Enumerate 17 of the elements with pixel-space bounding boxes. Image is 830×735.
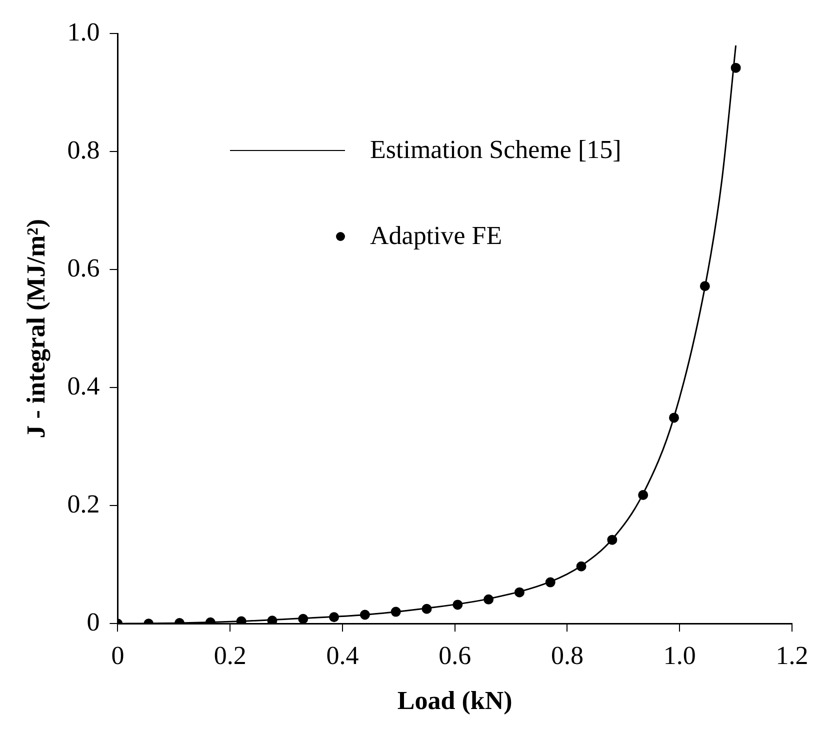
x-tick-label: 0.6: [438, 641, 472, 670]
x-tick-label: 0.4: [326, 641, 359, 670]
legend-label: Estimation Scheme [15]: [370, 135, 622, 165]
y-tick-label: 0: [86, 607, 100, 636]
x-axis-title: Load (kN): [397, 686, 512, 716]
y-tick-label: 0.2: [67, 489, 100, 518]
y-tick-label: 0.8: [67, 135, 100, 164]
x-tick-label: 0.8: [550, 641, 584, 670]
y-tick-label: 0.6: [67, 253, 100, 282]
y-axis-title: J - integral (MJ/m²): [21, 218, 50, 438]
y-tick-label: 1.0: [67, 17, 100, 46]
x-tick-label: 1.0: [663, 641, 696, 670]
x-tick-label: 0: [111, 641, 124, 670]
x-tick-label: 0.2: [214, 641, 246, 670]
legend-label: Adaptive FE: [370, 221, 502, 251]
y-tick-label: 0.4: [67, 371, 100, 400]
x-tick-label: 1.2: [776, 641, 808, 670]
